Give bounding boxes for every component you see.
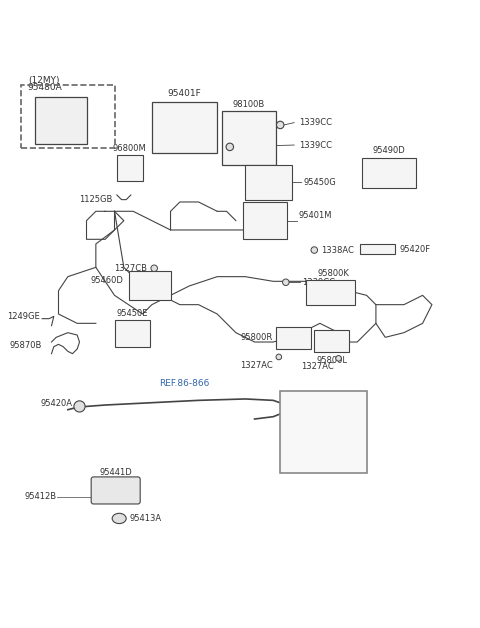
Ellipse shape <box>112 513 126 524</box>
Text: 1339CC: 1339CC <box>299 118 332 127</box>
Bar <box>324 435 332 441</box>
Bar <box>35 97 86 144</box>
Bar <box>324 414 332 420</box>
Bar <box>287 434 360 443</box>
Text: 95450E: 95450E <box>117 309 148 318</box>
Circle shape <box>336 355 341 361</box>
FancyBboxPatch shape <box>91 477 140 504</box>
Bar <box>245 165 292 200</box>
Text: 1125GB: 1125GB <box>79 195 112 204</box>
Bar <box>355 447 363 452</box>
Bar <box>355 435 363 441</box>
Text: REF.86-866: REF.86-866 <box>159 379 210 387</box>
Bar <box>292 414 300 420</box>
Circle shape <box>74 401 85 412</box>
Text: 95420A: 95420A <box>40 399 72 408</box>
Bar <box>280 391 367 473</box>
Bar <box>324 457 332 463</box>
Bar <box>152 102 217 153</box>
Bar <box>292 447 300 452</box>
Bar <box>287 456 360 464</box>
Text: 95800L: 95800L <box>317 356 348 365</box>
Text: 1338AC: 1338AC <box>321 246 354 254</box>
Bar <box>308 435 316 441</box>
Text: 95490D: 95490D <box>372 146 406 155</box>
Text: 95450G: 95450G <box>303 178 336 187</box>
Bar <box>243 202 287 239</box>
Bar <box>115 320 150 347</box>
Text: 96800M: 96800M <box>113 144 146 153</box>
Bar <box>308 425 316 430</box>
Text: 1327AC: 1327AC <box>301 362 334 371</box>
Text: 95870B: 95870B <box>10 341 42 350</box>
Bar <box>306 280 355 305</box>
Text: 1249GE: 1249GE <box>7 312 40 321</box>
Text: 95460D: 95460D <box>91 276 124 285</box>
Bar <box>324 447 332 452</box>
Text: 95441D: 95441D <box>99 468 132 477</box>
Bar <box>355 403 363 408</box>
Bar <box>292 435 300 441</box>
Bar <box>339 447 348 452</box>
Text: 98100B: 98100B <box>233 100 265 109</box>
Bar <box>222 111 276 165</box>
Bar <box>287 412 360 421</box>
Bar <box>362 158 416 188</box>
Bar <box>324 403 332 408</box>
Bar <box>287 423 360 431</box>
Text: 95800R: 95800R <box>241 333 273 342</box>
Bar <box>292 403 300 408</box>
Text: 95412B: 95412B <box>24 492 56 502</box>
Bar <box>355 425 363 430</box>
Circle shape <box>276 354 282 360</box>
Bar <box>287 445 360 453</box>
Circle shape <box>276 121 284 129</box>
Bar <box>117 155 143 181</box>
Text: 95415A: 95415A <box>304 395 343 404</box>
Bar <box>276 327 311 349</box>
Text: 95401M: 95401M <box>299 212 332 220</box>
Text: 95480A: 95480A <box>27 84 62 92</box>
Text: 1339CC: 1339CC <box>302 278 335 287</box>
Bar <box>308 403 316 408</box>
Circle shape <box>283 279 289 286</box>
Bar <box>360 244 395 254</box>
Text: 1327CB: 1327CB <box>114 264 147 273</box>
Bar <box>355 414 363 420</box>
Bar <box>355 457 363 463</box>
Text: 95401F: 95401F <box>168 89 202 99</box>
Bar <box>339 414 348 420</box>
Bar <box>339 425 348 430</box>
Bar <box>339 435 348 441</box>
Bar <box>314 330 349 352</box>
Bar <box>287 401 360 409</box>
Bar <box>292 425 300 430</box>
Bar <box>324 425 332 430</box>
Text: 95420F: 95420F <box>399 245 431 254</box>
Text: 1339CC: 1339CC <box>299 141 332 149</box>
Bar <box>308 414 316 420</box>
Bar <box>292 457 300 463</box>
Text: 95413A: 95413A <box>130 514 162 523</box>
Text: 1327AC: 1327AC <box>240 360 273 370</box>
Bar <box>129 271 170 300</box>
Text: 95800K: 95800K <box>318 269 349 278</box>
Circle shape <box>151 265 157 271</box>
Bar <box>308 447 316 452</box>
Bar <box>339 403 348 408</box>
Circle shape <box>226 143 234 151</box>
Text: (12MY): (12MY) <box>29 76 60 85</box>
Bar <box>308 457 316 463</box>
Bar <box>339 457 348 463</box>
Circle shape <box>311 247 318 253</box>
